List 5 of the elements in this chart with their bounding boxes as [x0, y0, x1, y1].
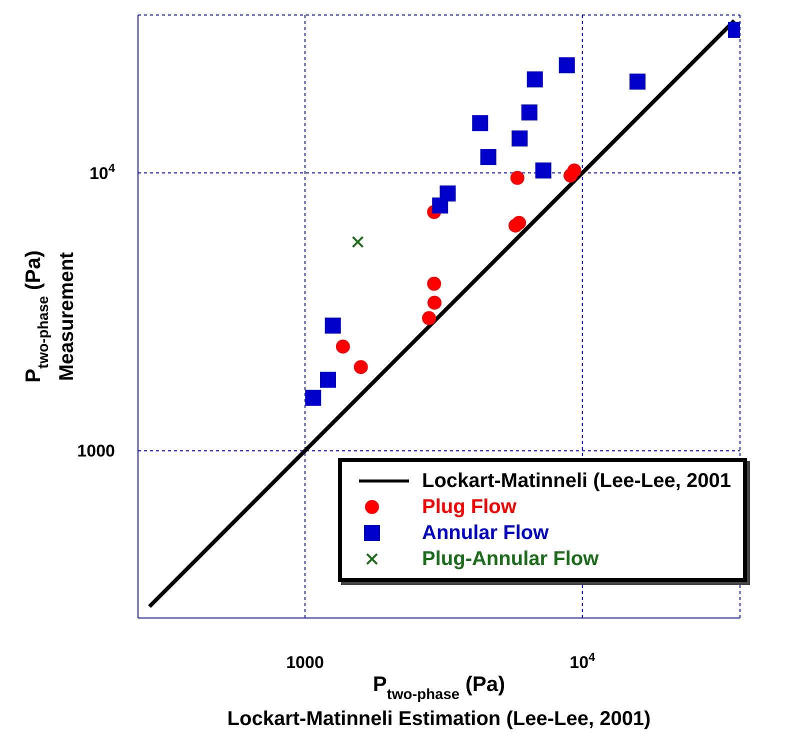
legend-label: Lockart-Matinneli (Lee-Lee, 2001: [422, 470, 731, 492]
legend-label: Plug-Annular Flow: [422, 548, 599, 570]
legend-label: Annular Flow: [422, 522, 549, 544]
x-axis-title: P$_{two-phase}$ (Pa) Lockart-Matinneli Estimation (Lee-Lee, 2001): [227, 673, 651, 730]
legend-label: Plug Flow: [422, 496, 516, 518]
